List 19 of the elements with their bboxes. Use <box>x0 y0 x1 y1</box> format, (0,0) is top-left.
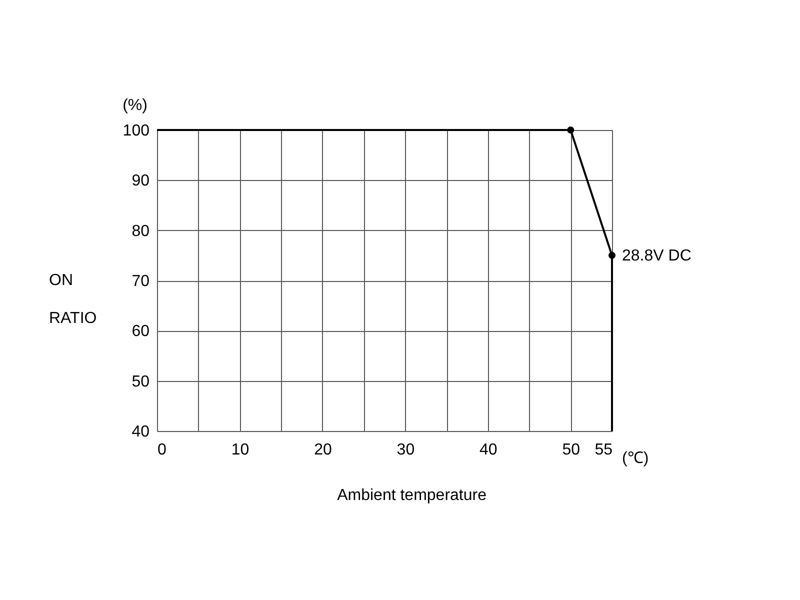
y-tick-label: 60 <box>132 323 150 340</box>
y-tick-label: 50 <box>132 373 150 390</box>
x-tick-label: 0 <box>158 442 166 458</box>
text: (℃) <box>622 450 649 467</box>
x-tick-label: 30 <box>396 442 415 458</box>
y-tick-label: 80 <box>132 222 150 240</box>
x-tick-label: 10 <box>231 442 250 458</box>
x-tick-label: 40 <box>480 442 498 458</box>
annotation: 28.8V DC <box>622 247 692 264</box>
x-tick-label: 20 <box>314 442 332 458</box>
x-tick-label: 55 <box>594 442 613 458</box>
x-axis-title: Ambient temperature <box>337 487 487 504</box>
y-tick-label: 100 <box>122 122 150 140</box>
x-tick-label: 50 <box>562 442 580 458</box>
y-tick-label: 90 <box>132 172 150 190</box>
y-tick-label: 40 <box>132 424 150 440</box>
text: ON RATIO <box>49 272 97 327</box>
y-tick-label: 70 <box>132 273 150 290</box>
text: (%) <box>122 97 148 114</box>
